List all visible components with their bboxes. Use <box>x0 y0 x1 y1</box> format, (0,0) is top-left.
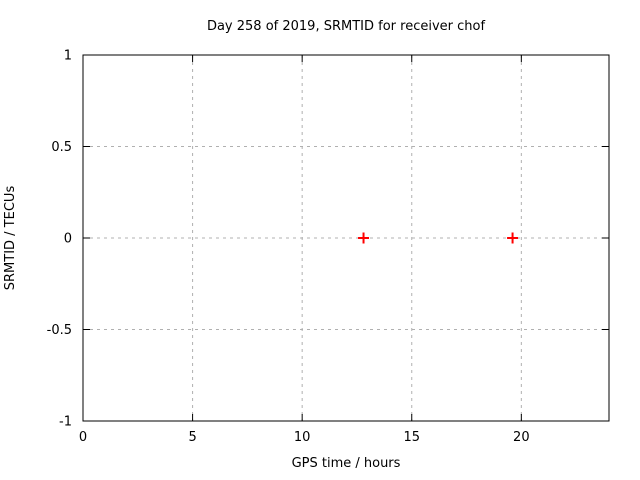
y-tick-label: 0.5 <box>51 140 72 155</box>
y-tick-label: 0 <box>64 232 72 247</box>
data-point-marker <box>358 232 370 244</box>
x-tick-label: 5 <box>188 430 196 445</box>
tick-labels: 0 5 10 15 20 -1 -0.5 0 0.5 1 <box>47 49 530 446</box>
x-tick-label: 15 <box>403 430 420 445</box>
x-tick-label: 20 <box>513 430 530 445</box>
chart-title: Day 258 of 2019, SRMTID for receiver cho… <box>206 19 486 34</box>
data-series-SRMTID <box>358 232 519 244</box>
y-tick-label: -1 <box>59 415 72 430</box>
y-tick-label: 1 <box>64 49 72 64</box>
y-tick-label: -0.5 <box>47 323 72 338</box>
x-tick-label: 0 <box>79 430 87 445</box>
axis-ticks <box>82 54 609 422</box>
data-point-marker <box>507 232 519 244</box>
x-axis-label: GPS time / hours <box>291 456 401 471</box>
x-tick-label: 10 <box>294 430 311 445</box>
grid-lines <box>83 55 609 421</box>
